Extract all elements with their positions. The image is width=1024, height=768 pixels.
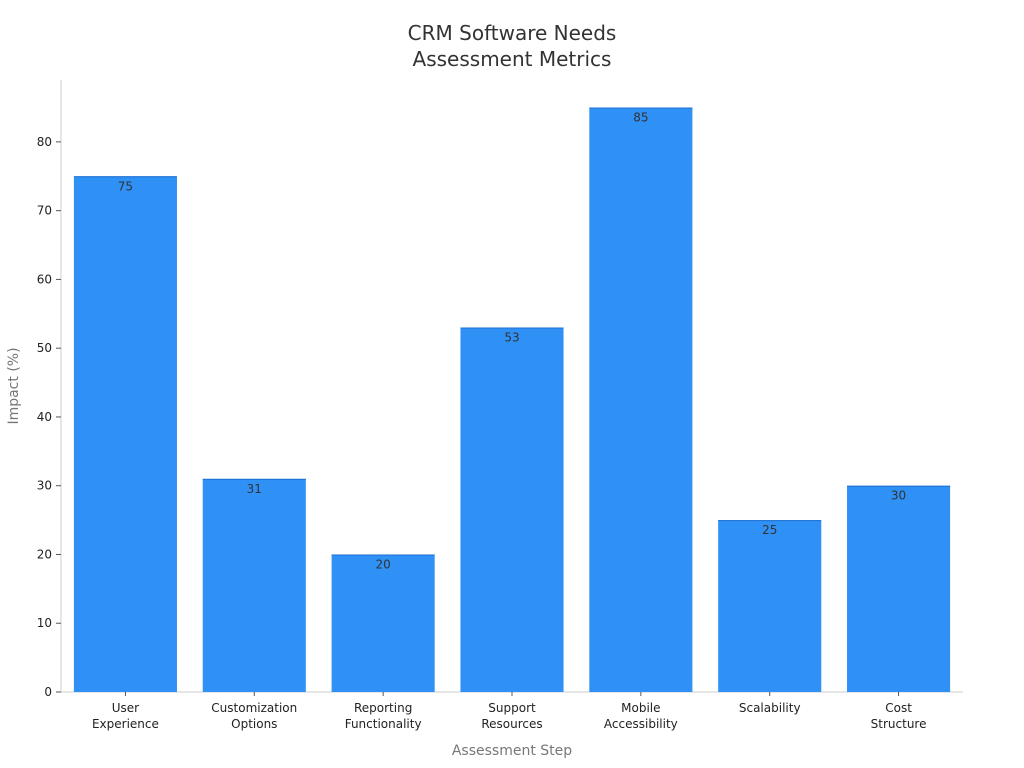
y-ticks: 0 10 20 30 40 50 60 70 80: [37, 135, 61, 699]
y-axis-label: Impact (%): [6, 347, 22, 424]
bar-data-label: 25: [762, 523, 777, 537]
bars: [73, 107, 951, 693]
x-tick-label: Reporting Functionality: [345, 701, 422, 731]
x-tick-label: Scalability: [739, 701, 801, 715]
chart-title-line-1: CRM Software Needs: [408, 21, 617, 45]
bar: [847, 485, 951, 692]
bar: [589, 107, 693, 692]
x-tick-label-line: Customization: [211, 701, 297, 715]
x-tick-label-line: Scalability: [739, 701, 801, 715]
bar: [460, 327, 564, 692]
y-tick-label: 80: [37, 135, 52, 149]
y-tick-label: 50: [37, 341, 52, 355]
bar-data-label: 31: [247, 482, 262, 496]
x-tick-label-line: Experience: [92, 717, 159, 731]
chart-title-line-2: Assessment Metrics: [413, 47, 612, 71]
data-labels: 75 31 20 53 85 25 30: [118, 111, 906, 572]
bar-data-label: 85: [633, 111, 648, 125]
x-tick-label-line: Resources: [481, 717, 542, 731]
bar: [202, 478, 306, 692]
bar-data-label: 75: [118, 179, 133, 193]
bar-data-label: 30: [891, 489, 906, 503]
x-tick-label-line: User: [112, 701, 139, 715]
x-tick-label: Mobile Accessibility: [604, 701, 678, 731]
x-tick-label-line: Mobile: [621, 701, 660, 715]
x-tick-label-line: Options: [231, 717, 277, 731]
bar-data-label: 53: [504, 331, 519, 345]
x-tick-label-line: Accessibility: [604, 717, 678, 731]
y-tick-label: 30: [37, 479, 52, 493]
x-tick-label-line: Structure: [871, 717, 927, 731]
x-tick-label: Cost Structure: [871, 701, 927, 731]
bar: [718, 520, 822, 692]
x-tick-labels: User Experience Customization Options Report…: [92, 692, 927, 731]
y-tick-label: 20: [37, 547, 52, 561]
bar: [73, 176, 177, 693]
x-tick-label-line: Cost: [885, 701, 912, 715]
x-tick-label: User Experience: [92, 701, 159, 731]
x-tick-label: Support Resources: [481, 701, 542, 731]
x-axis-label: Assessment Step: [452, 743, 572, 759]
x-tick-label: Customization Options: [211, 701, 297, 731]
y-tick-label: 60: [37, 272, 52, 286]
x-tick-label-line: Functionality: [345, 717, 422, 731]
y-tick-label: 0: [44, 685, 52, 699]
x-tick-label-line: Reporting: [354, 701, 412, 715]
bar-data-label: 20: [376, 557, 391, 571]
y-tick-label: 10: [37, 616, 52, 630]
y-tick-label: 70: [37, 204, 52, 218]
chart-title: CRM Software Needs Assessment Metrics: [408, 21, 617, 71]
y-tick-label: 40: [37, 410, 52, 424]
x-tick-label-line: Support: [488, 701, 536, 715]
bar: [331, 554, 435, 692]
